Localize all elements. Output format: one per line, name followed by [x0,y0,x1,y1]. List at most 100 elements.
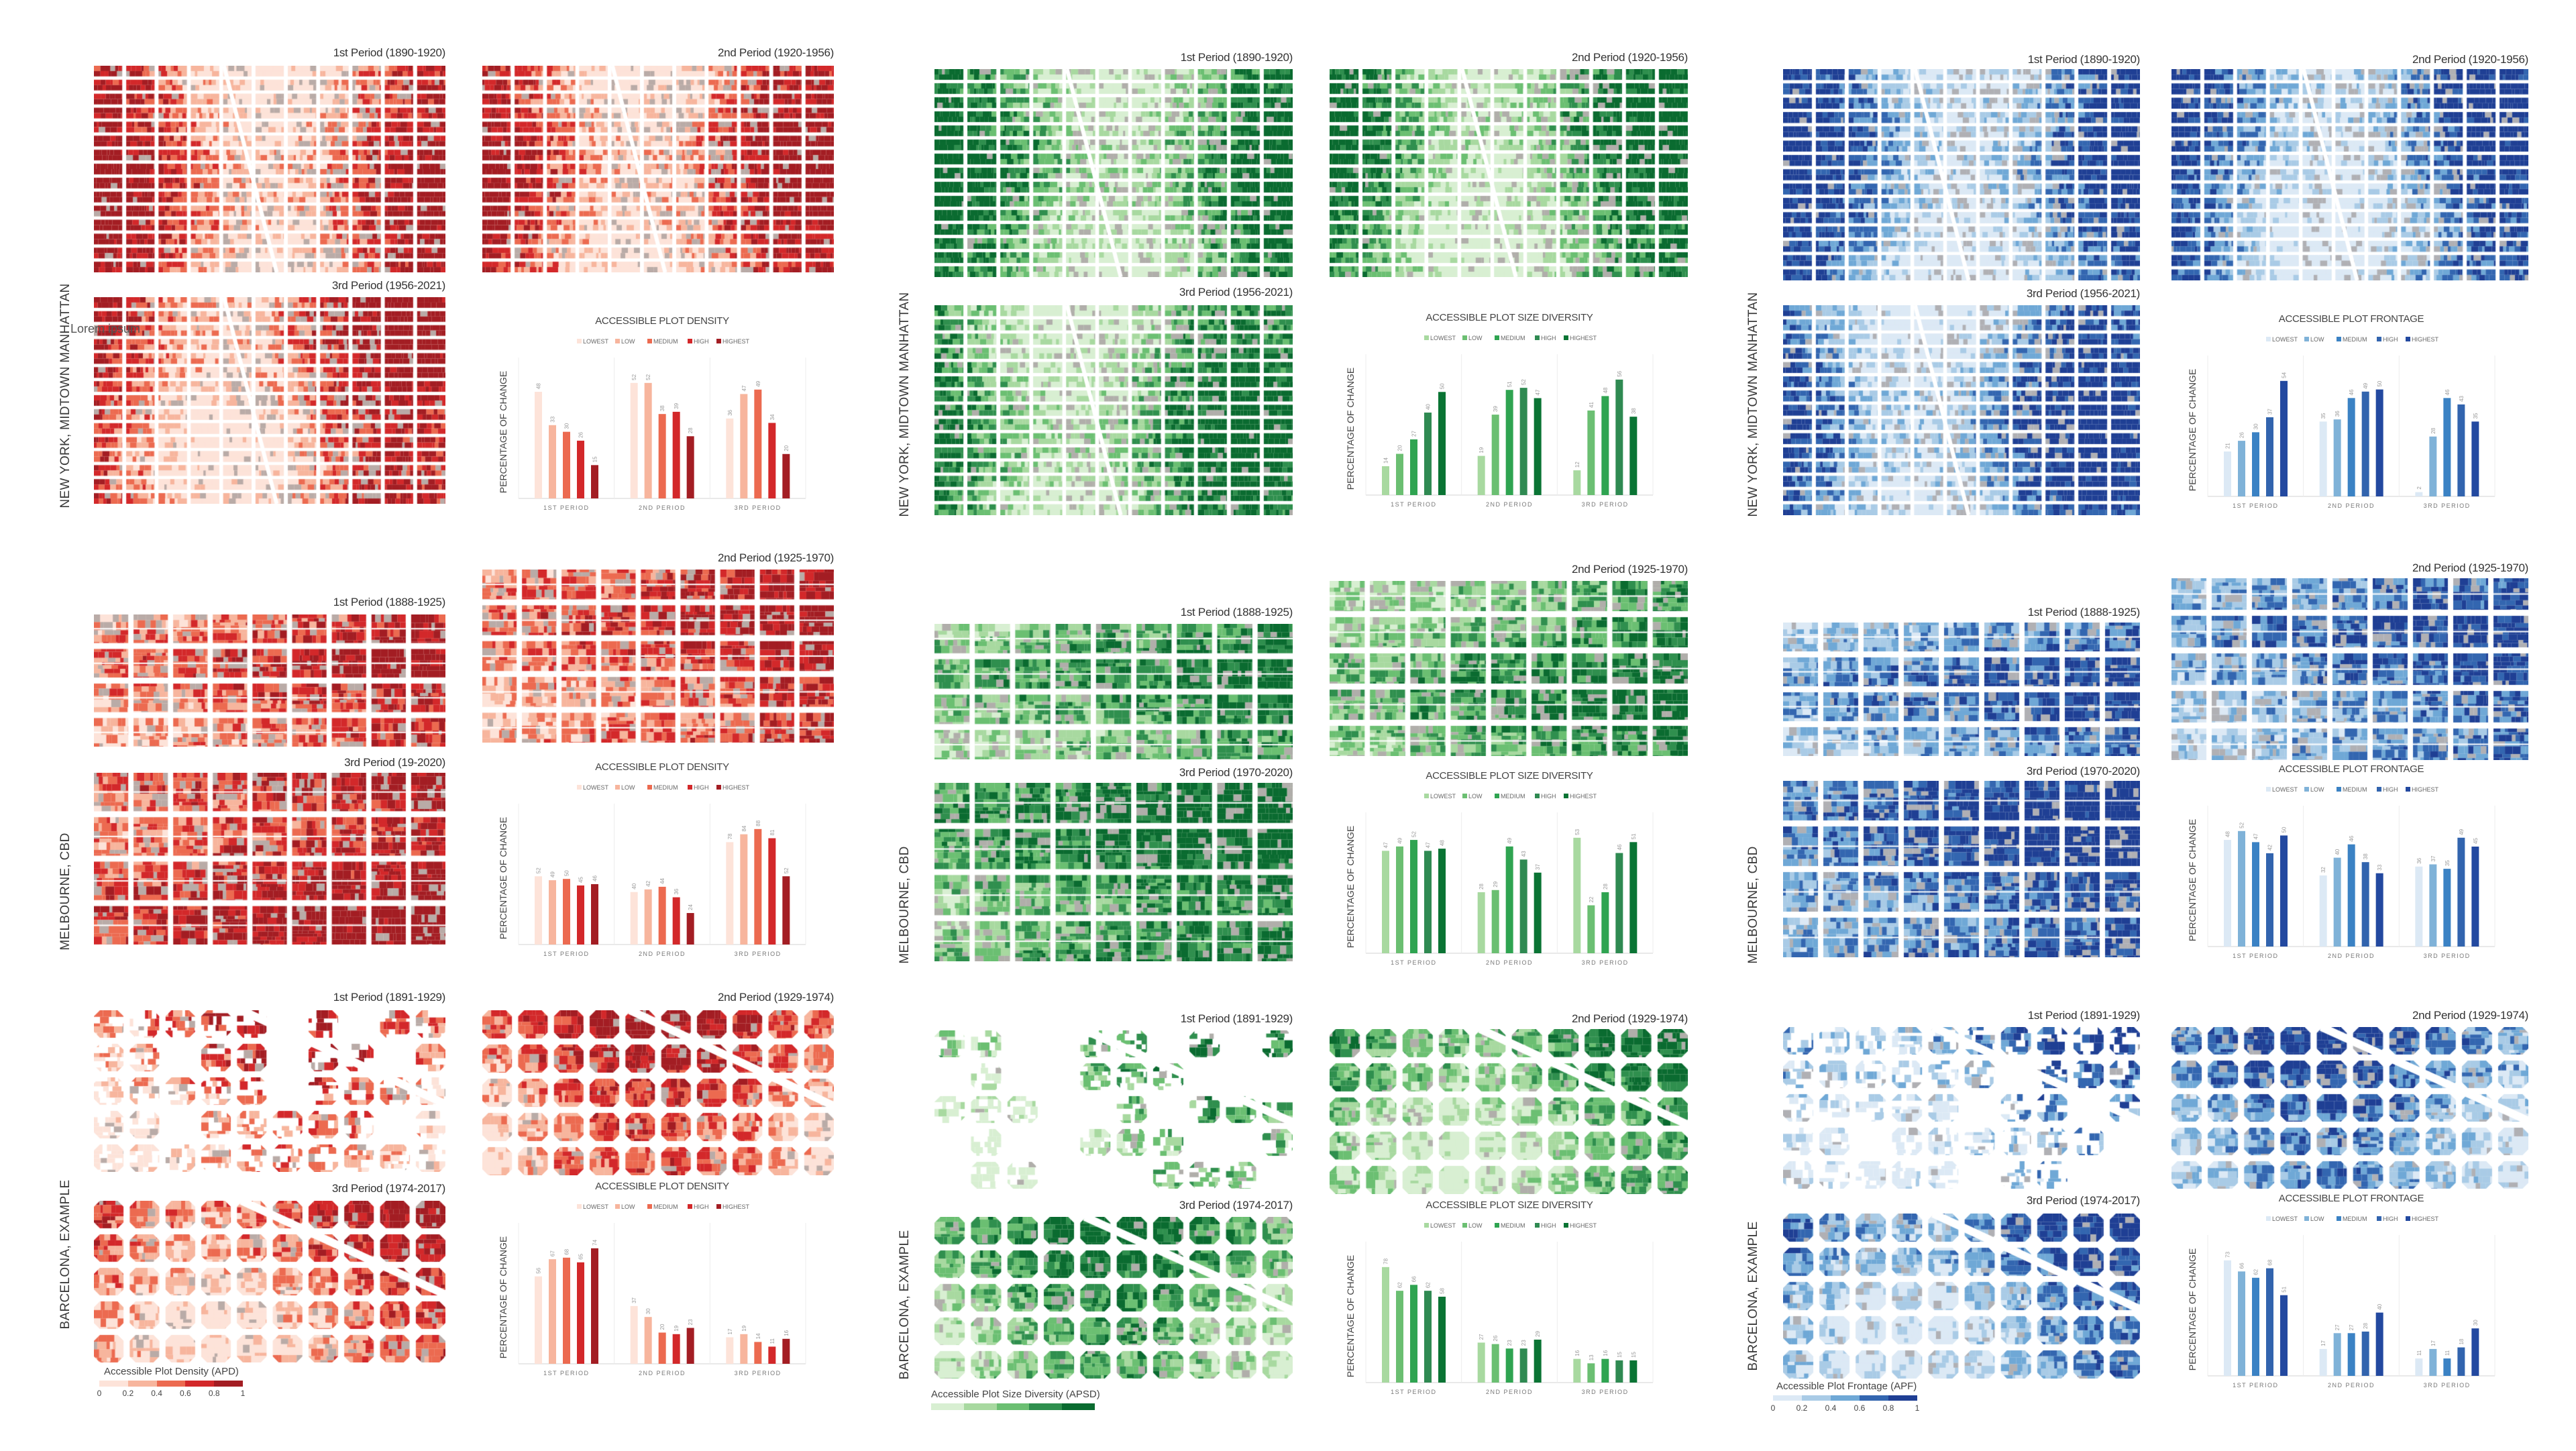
data-label: 38 [1631,408,1637,414]
legend-label: MEDIUM [1501,335,1525,341]
bar-medium [2347,1333,2355,1376]
legend-label: HIGHEST [1570,1222,1597,1229]
legend-label: LOW [621,1203,635,1210]
data-label: 28 [1479,883,1485,890]
data-label: 48 [1440,840,1446,846]
legend-label: LOW [1468,1222,1483,1229]
legend-swatch [647,785,652,790]
x-tick-label: 1ST PERIOD [543,504,589,511]
scale-tick-label: 0.4 [1825,1403,1837,1413]
bar-lowest [1573,1358,1581,1383]
legend-label: HIGH [2383,1216,2398,1222]
scale-tick-label: 0.2 [122,1389,134,1398]
bar-low [1491,1344,1499,1383]
legend-label: MEDIUM [653,1203,678,1210]
x-tick-label: 3RD PERIOD [735,1370,782,1377]
data-label: 27 [1479,1334,1485,1340]
data-label: 50 [564,870,570,876]
legend-swatch [1495,1223,1499,1228]
chart-title: ACCESSIBLE PLOT SIZE DIVERSITY [1426,312,1593,323]
bar-lowest [726,418,734,498]
y-axis-label: PERCENTAGE OF CHANGE [1345,368,1356,490]
data-label: 36 [2416,857,2422,863]
bar-highest [1534,872,1542,953]
data-label: 30 [2253,423,2259,429]
scale-tick-label: 0.6 [180,1389,191,1398]
data-label: 27 [1411,431,1417,437]
scale-swatch [214,1381,243,1387]
data-label: 47 [1426,842,1432,848]
bar-high [1519,859,1527,953]
bar-highest [2375,873,2383,947]
bar-low [2333,1333,2341,1376]
data-label: 51 [1631,833,1637,839]
bar-lowest [2224,840,2231,947]
data-label: 19 [674,1325,680,1331]
period-title: 1st Period (1888-1925) [333,596,446,608]
data-label: 66 [2239,1262,2245,1269]
scale-swatch [185,1381,215,1387]
legend-label: MEDIUM [2343,1216,2367,1222]
bar-low [1396,1291,1403,1383]
legend-swatch [2337,787,2341,792]
bar-high [2361,1331,2369,1376]
data-label: 54 [2282,372,2288,378]
bar-lowest [1477,455,1485,495]
scale-tick-label: 0 [97,1389,102,1398]
data-label: 17 [2320,1340,2326,1346]
scale-tick-label: 0.4 [151,1389,162,1398]
period-title: 2nd Period (1929-1974) [1572,1012,1688,1025]
bar-high [1615,1360,1623,1383]
legend-label: HIGHEST [722,784,750,791]
map-period-1 [1783,69,2140,280]
legend-label: HIGHEST [722,338,750,345]
period-title: 1st Period (1888-1925) [2027,606,2141,619]
legend-label: LOWEST [2272,786,2298,793]
data-label: 28 [688,427,694,433]
data-label: 39 [1493,406,1499,412]
y-axis-label: PERCENTAGE OF CHANGE [498,371,508,494]
bar-lowest [2224,1260,2231,1376]
period-title: 3rd Period (1970-2020) [2026,765,2140,777]
chart-title: ACCESSIBLE PLOT DENSITY [595,1181,729,1192]
data-label: 47 [1383,842,1389,848]
legend-swatch [2304,337,2309,341]
bar-medium [658,414,666,498]
scale-swatch [127,1381,157,1387]
bar-highest [782,453,790,498]
data-label: 14 [755,1333,761,1339]
bar-lowest [630,382,638,498]
data-label: 32 [2320,867,2326,873]
data-label: 21 [2225,443,2231,449]
legend-swatch [1564,794,1568,798]
city-label: MELBOURNE, CBD [1746,846,1760,964]
data-label: 40 [2334,849,2341,855]
y-axis-label: PERCENTAGE OF CHANGE [2187,369,2198,492]
scale-tick-label: 1 [240,1389,246,1398]
bar-highest [2280,1295,2288,1376]
bar-low [2333,857,2341,947]
bar-medium [2347,844,2355,947]
data-label: 26 [2239,432,2245,438]
bar-medium [658,886,666,945]
map-period-1 [1783,623,2140,756]
bar-chart: ACCESSIBLE PLOT SIZE DIVERSITY LOWEST LOW M… [1345,770,1654,966]
chart-title: ACCESSIBLE PLOT FRONTAGE [2279,313,2424,325]
x-tick-label: 3RD PERIOD [735,504,782,511]
legend-swatch [2406,337,2410,341]
bar-low [2238,1271,2245,1376]
data-label: 19 [1479,447,1485,453]
scale-tick-label: 0.2 [1796,1403,1808,1413]
data-label: 22 [1589,896,1595,902]
data-label: 50 [1440,383,1446,389]
scale-swatch [1062,1403,1095,1410]
bar-high [1519,1348,1527,1383]
bar-medium [1601,396,1609,495]
city-label: NEW YORK, MIDTOWN MANHATTAN [1746,292,1760,517]
data-label: 84 [741,825,747,831]
data-label: 26 [578,431,584,437]
map-period-2 [2171,578,2528,760]
scale-tick-label: 0.8 [1882,1403,1894,1413]
legend-label: MEDIUM [1501,793,1525,800]
legend-label: LOWEST [2272,1216,2298,1222]
